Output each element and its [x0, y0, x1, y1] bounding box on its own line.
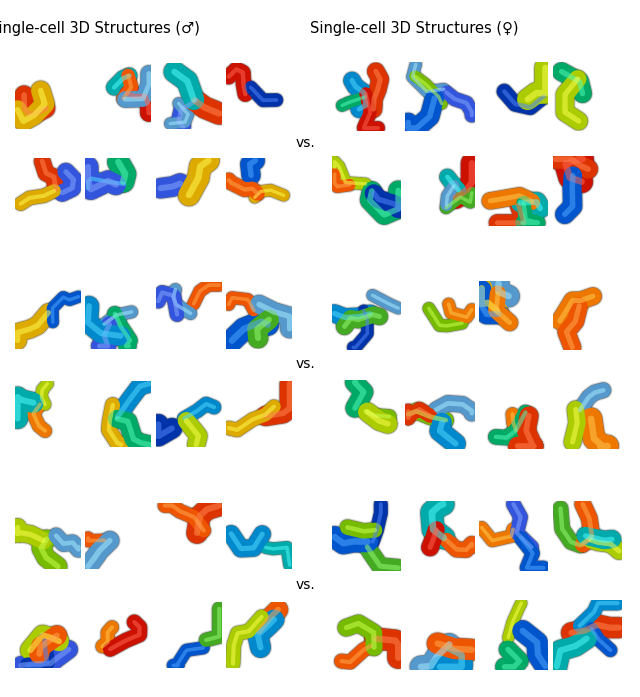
Text: vs.: vs. — [296, 357, 316, 371]
Text: vs.: vs. — [296, 136, 316, 150]
Text: vs.: vs. — [296, 579, 316, 592]
Text: Single-cell 3D Structures (♀): Single-cell 3D Structures (♀) — [310, 21, 519, 36]
Text: Single-cell 3D Structures (♂): Single-cell 3D Structures (♂) — [0, 21, 200, 36]
